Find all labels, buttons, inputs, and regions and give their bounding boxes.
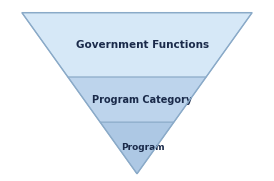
Text: Program: Program bbox=[121, 144, 164, 152]
Polygon shape bbox=[68, 77, 206, 122]
Text: Program Category: Program Category bbox=[92, 95, 193, 105]
Polygon shape bbox=[100, 122, 174, 174]
Text: Government Functions: Government Functions bbox=[76, 40, 209, 50]
Polygon shape bbox=[22, 13, 252, 77]
